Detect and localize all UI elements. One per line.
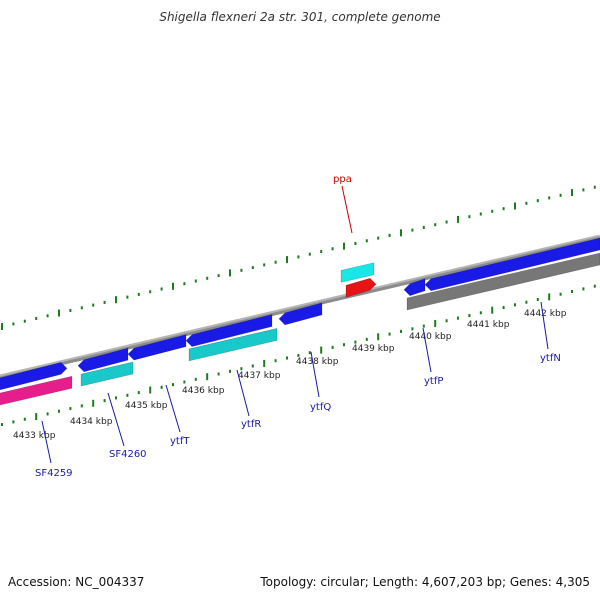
gene-label-ytfn[interactable]: ytfN [540,301,561,364]
feature-cds[interactable] [127,334,187,361]
feature-cds[interactable] [0,362,68,391]
gene-label-sf4260[interactable]: SF4260 [107,392,147,460]
accession-text: Accession: NC_004337 [8,575,145,589]
map-title: Shigella flexneri 2a str. 301, complete … [159,10,441,24]
gene-label-ytfr[interactable]: ytfR [236,369,261,430]
feature-cds[interactable] [278,302,323,326]
feature-ppa[interactable] [345,277,377,298]
tick-marks-outer [1,185,596,330]
feature-cds[interactable] [77,347,129,373]
gene-label-text: SF4259 [35,468,73,479]
kbp-label-4433: 4433 kbp [13,431,56,441]
kbp-label-4435: 4435 kbp [125,401,168,411]
kbp-labels: 4433 kbp 4434 kbp 4435 kbp 4436 kbp 4437… [13,309,567,441]
feature-cds[interactable] [424,237,600,292]
gene-label-sf4259[interactable]: SF4259 [35,420,73,479]
gene-label-text: ytfR [241,419,261,430]
kbp-label-4436: 4436 kbp [182,386,225,396]
gene-labels: SF4259 SF4260 ytfT ytfR ytfQ ppa ytfP y [35,174,561,479]
feature-trna[interactable] [340,262,375,283]
feature-gray[interactable] [406,252,600,311]
gene-label-ytfp[interactable]: ytfP [422,327,443,387]
feature-pseudogene[interactable] [0,375,73,406]
kbp-label-4434: 4434 kbp [70,417,113,427]
gene-label-ytft[interactable]: ytfT [165,384,190,447]
gene-label-text: SF4260 [109,449,147,460]
gene-label-text: ytfN [540,353,561,364]
gene-label-ppa[interactable]: ppa [333,174,353,234]
gene-label-ytfq[interactable]: ytfQ [310,351,331,413]
tick-marks-inner [1,284,596,426]
kbp-label-4440: 4440 kbp [409,332,452,342]
feature-cds[interactable] [185,314,273,347]
gene-features [0,237,600,406]
feature-cds[interactable] [403,278,426,297]
genome-backbone [0,234,600,380]
kbp-label-4438: 4438 kbp [296,357,339,367]
feature-rna[interactable] [188,328,278,362]
gene-label-text: ytfP [424,376,443,387]
gene-label-text: ytfT [170,436,190,447]
kbp-label-4439: 4439 kbp [352,344,395,354]
genome-stats-text: Topology: circular; Length: 4,607,203 bp… [260,575,590,589]
feature-rna[interactable] [80,361,134,387]
gene-label-text: ytfQ [310,402,331,413]
gene-label-text: ppa [333,174,352,185]
kbp-label-4442: 4442 kbp [524,309,567,319]
kbp-label-4437: 4437 kbp [238,371,281,381]
kbp-label-4441: 4441 kbp [467,320,510,330]
